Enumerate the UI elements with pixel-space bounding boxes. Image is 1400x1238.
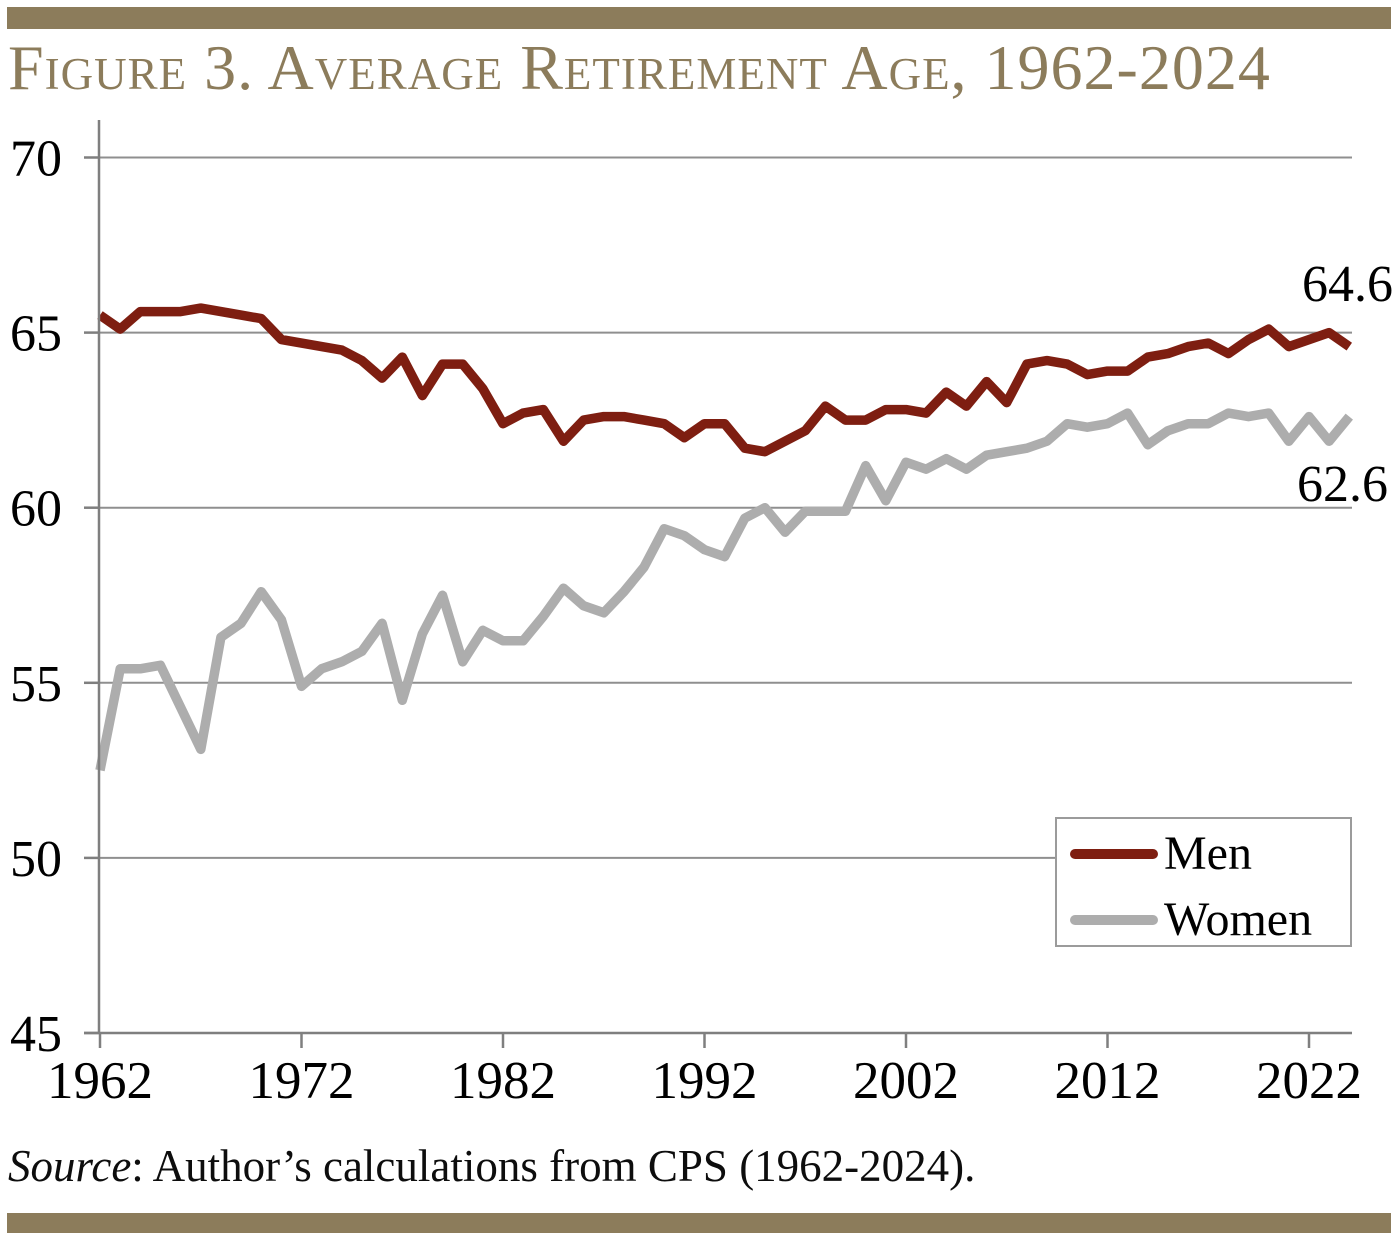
- y-axis-label-55: 55: [10, 656, 62, 713]
- source-note-text: : Author’s calculations from CPS (1962-2…: [131, 1141, 976, 1191]
- women-series-line: [95, 408, 1353, 772]
- legend-item-women: Women: [1070, 895, 1312, 945]
- y-axis-label-65: 65: [10, 306, 62, 363]
- y-axis-label-60: 60: [10, 481, 62, 538]
- y-axis-label-50: 50: [10, 831, 62, 888]
- men-series-end-value-label: 64.6: [1302, 256, 1393, 313]
- source-note: Source: Author’s calculations from CPS (…: [8, 1140, 1388, 1192]
- x-axis-label-2002: 2002: [853, 1052, 959, 1110]
- x-axis-label-1982: 1982: [450, 1052, 556, 1110]
- x-axis-label-2012: 2012: [1055, 1052, 1161, 1110]
- legend-item-men: Men: [1070, 829, 1252, 879]
- x-axis-label-1992: 1992: [652, 1052, 758, 1110]
- top-accent-bar: [7, 7, 1391, 29]
- women-series-end-value-label: 62.6: [1297, 456, 1388, 513]
- x-axis-label-2022: 2022: [1256, 1052, 1362, 1110]
- men-line-swatch: [1070, 849, 1158, 859]
- y-axis-label-45: 45: [10, 1006, 62, 1063]
- x-axis-label-1962: 1962: [47, 1052, 153, 1110]
- bottom-accent-bar: [7, 1213, 1391, 1233]
- figure-title: Figure 3. Average Retirement Age, 1962-2…: [8, 32, 1271, 103]
- chart-legend: Men Women: [1055, 817, 1352, 947]
- men-series-line: [97, 303, 1353, 457]
- source-note-label: Source: [8, 1141, 132, 1191]
- x-axis-label-1972: 1972: [249, 1052, 355, 1110]
- legend-label-women: Women: [1164, 893, 1313, 946]
- y-axis-label-70: 70: [10, 131, 62, 188]
- women-line-swatch: [1070, 915, 1158, 925]
- legend-label-men: Men: [1164, 827, 1252, 880]
